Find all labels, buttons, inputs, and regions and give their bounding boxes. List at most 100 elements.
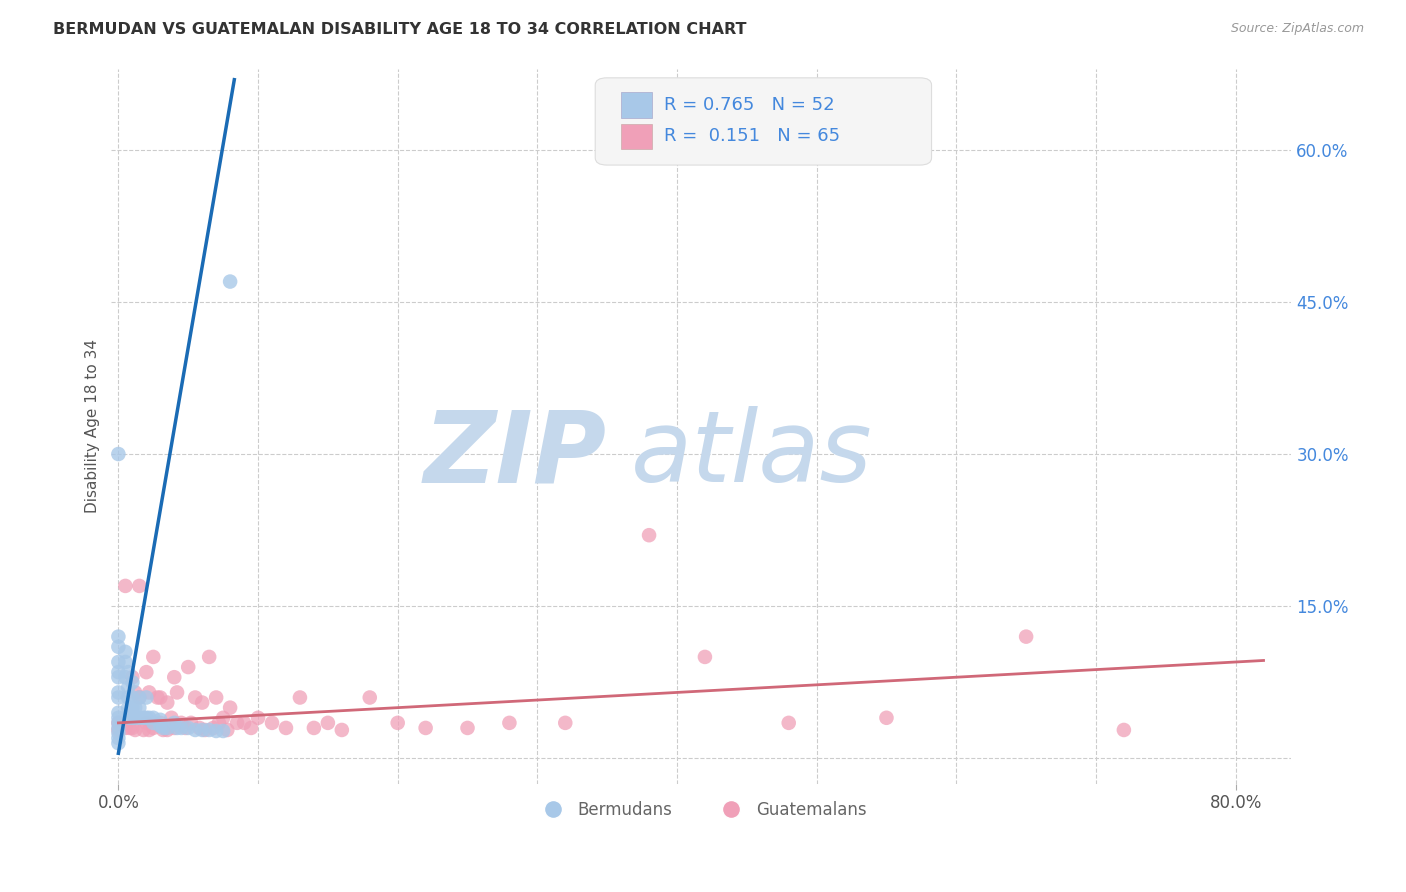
Point <box>121 675 143 690</box>
Text: R = 0.765   N = 52: R = 0.765 N = 52 <box>664 96 834 114</box>
Point <box>142 711 165 725</box>
Point <box>107 711 129 725</box>
Point <box>330 723 353 737</box>
Point <box>142 649 165 664</box>
Text: R =  0.151   N = 65: R = 0.151 N = 65 <box>664 128 839 145</box>
Point <box>219 275 242 289</box>
Point <box>194 723 217 737</box>
Point <box>184 723 207 737</box>
Point <box>107 721 129 735</box>
Point <box>217 723 239 737</box>
Point <box>149 715 172 730</box>
Point <box>274 721 297 735</box>
Point <box>107 715 129 730</box>
Point <box>121 690 143 705</box>
Point <box>191 723 214 737</box>
Point <box>132 711 155 725</box>
Point <box>174 721 197 735</box>
Point <box>118 711 141 725</box>
Point <box>180 715 202 730</box>
Point <box>107 723 129 737</box>
Point <box>128 690 150 705</box>
Text: Source: ZipAtlas.com: Source: ZipAtlas.com <box>1230 22 1364 36</box>
Point <box>302 721 325 735</box>
Point <box>121 700 143 714</box>
Point <box>163 715 186 730</box>
Point <box>693 649 716 664</box>
Point <box>114 655 136 669</box>
Point <box>121 670 143 684</box>
Point <box>1015 630 1038 644</box>
Point <box>138 711 160 725</box>
Point <box>205 723 228 738</box>
Point <box>132 723 155 737</box>
Point <box>138 685 160 699</box>
Point <box>135 715 157 730</box>
Point <box>124 685 146 699</box>
Point <box>1112 723 1135 737</box>
FancyBboxPatch shape <box>621 124 652 149</box>
Point <box>107 715 129 730</box>
Point <box>359 690 381 705</box>
Point <box>146 690 169 705</box>
Point <box>166 721 188 735</box>
Point <box>107 690 129 705</box>
FancyBboxPatch shape <box>621 92 652 118</box>
Point <box>170 715 193 730</box>
Point <box>114 670 136 684</box>
Point <box>114 721 136 735</box>
Point <box>149 713 172 727</box>
Point <box>457 721 479 735</box>
Point <box>247 711 270 725</box>
Point <box>415 721 437 735</box>
Point <box>138 723 160 737</box>
Point <box>135 665 157 680</box>
Point <box>135 690 157 705</box>
Point <box>198 649 221 664</box>
Point <box>184 690 207 705</box>
Point <box>117 681 139 695</box>
Point <box>128 690 150 705</box>
Point <box>114 579 136 593</box>
Point <box>124 711 146 725</box>
Point <box>117 665 139 680</box>
Point <box>498 715 520 730</box>
Point <box>188 721 211 735</box>
Text: atlas: atlas <box>631 406 872 503</box>
Point <box>135 711 157 725</box>
Point <box>107 685 129 699</box>
Point <box>156 696 179 710</box>
Point <box>208 715 231 730</box>
Point <box>149 719 172 733</box>
Point <box>240 721 263 735</box>
Point <box>152 721 174 735</box>
Point <box>149 690 172 705</box>
Point <box>260 715 283 730</box>
Point <box>166 685 188 699</box>
Point <box>554 715 576 730</box>
Point <box>114 645 136 659</box>
Point <box>288 690 311 705</box>
Point <box>121 711 143 725</box>
Point <box>117 690 139 705</box>
Point <box>124 700 146 714</box>
Point <box>226 715 249 730</box>
Point <box>316 715 339 730</box>
FancyBboxPatch shape <box>595 78 932 165</box>
Point <box>107 655 129 669</box>
Point <box>170 721 193 735</box>
Point <box>233 715 256 730</box>
Point <box>142 715 165 730</box>
Y-axis label: Disability Age 18 to 34: Disability Age 18 to 34 <box>86 339 100 513</box>
Point <box>198 723 221 737</box>
Point <box>118 721 141 735</box>
Point <box>205 690 228 705</box>
Point <box>875 711 897 725</box>
Point <box>156 723 179 737</box>
Point <box>163 721 186 735</box>
Point <box>107 731 129 745</box>
Point <box>107 670 129 684</box>
Point <box>107 736 129 750</box>
Point <box>107 665 129 680</box>
Point <box>107 706 129 720</box>
